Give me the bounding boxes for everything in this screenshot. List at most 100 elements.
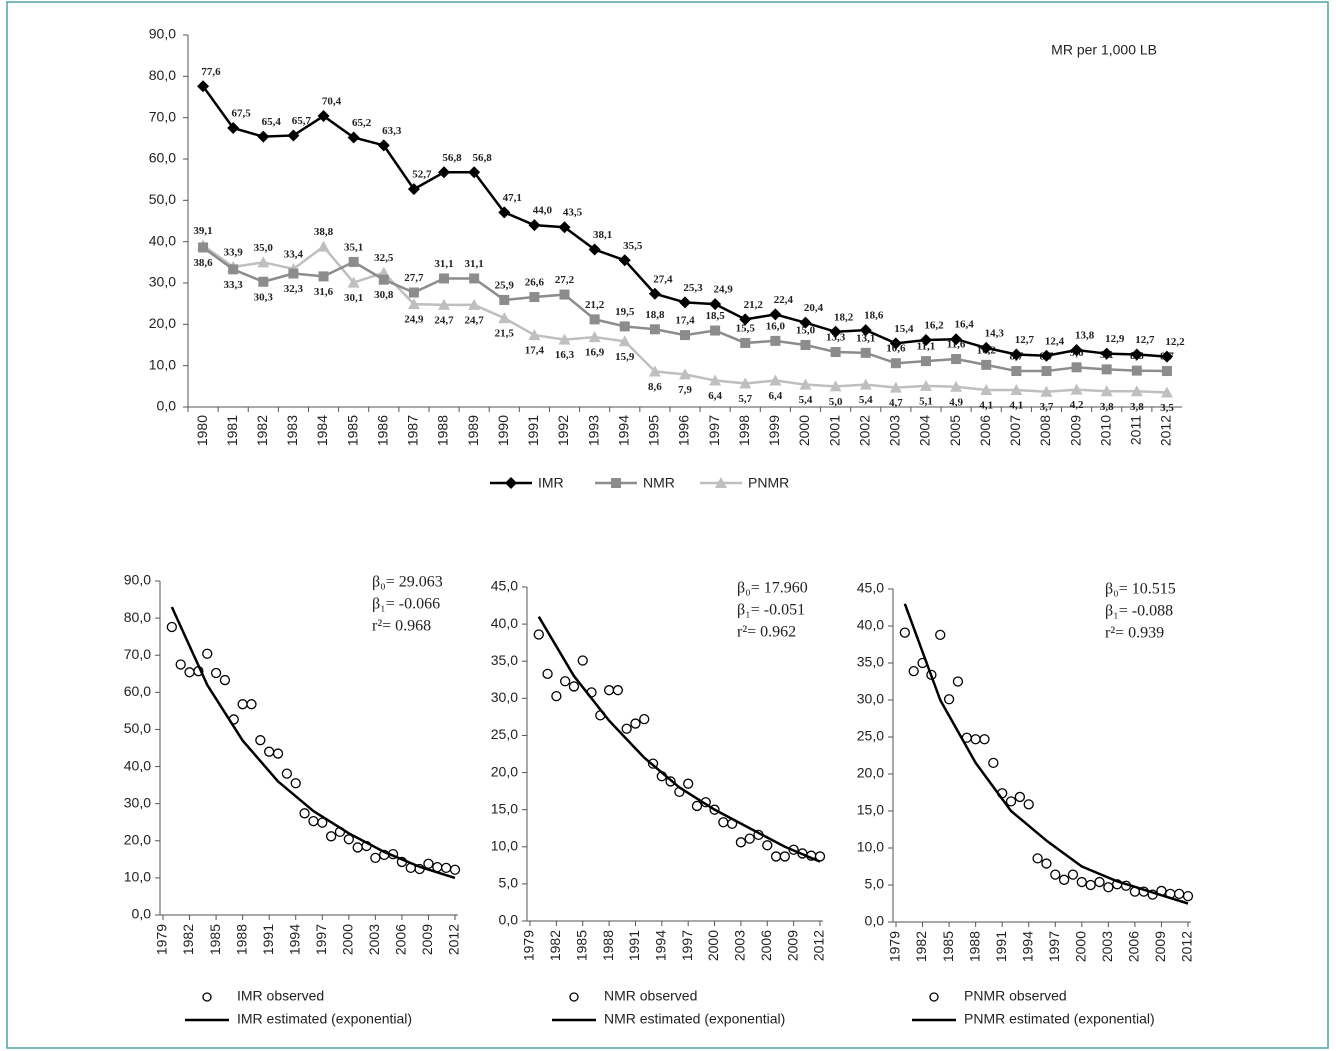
x-tick-label: 2000 (705, 930, 721, 961)
data-label: 5,4 (799, 394, 813, 406)
x-tick-label: 2006 (758, 930, 774, 961)
x-tick-label: 1988 (435, 415, 451, 446)
marker (529, 292, 540, 303)
data-label: 35,5 (623, 240, 643, 252)
x-tick-label: 2000 (1073, 931, 1089, 962)
point (551, 690, 562, 702)
data-label: 65,4 (262, 116, 282, 128)
data-label: 11,1 (917, 341, 936, 353)
marker (920, 356, 931, 367)
data-label: 21,2 (585, 299, 605, 311)
marker (981, 359, 992, 370)
x-tick-label: 1991 (993, 931, 1009, 962)
data-label: 35,0 (254, 242, 274, 254)
data-label: 16,2 (924, 320, 944, 332)
marker (505, 477, 517, 489)
data-label: 6,4 (768, 390, 782, 402)
x-tick-label: 1994 (1019, 931, 1035, 962)
legend-label: IMR observed (237, 988, 324, 1004)
marker (679, 368, 691, 380)
marker (257, 130, 270, 143)
x-tick-label: 2000 (796, 415, 812, 446)
point (166, 621, 177, 633)
marker (679, 296, 691, 309)
point (612, 685, 624, 696)
legend-marker (929, 992, 939, 1002)
marker (1160, 350, 1173, 363)
marker (1161, 366, 1172, 377)
data-label: 25,9 (495, 279, 515, 291)
point (560, 676, 571, 687)
marker (611, 478, 621, 488)
marker (950, 380, 963, 392)
marker (799, 378, 812, 390)
data-label: 27,4 (653, 273, 673, 285)
x-tick-label: 2009 (1067, 415, 1083, 446)
marker (715, 477, 727, 488)
y-tick-label: 5,0 (499, 875, 519, 891)
annotation: β₀= 17.960 (737, 580, 808, 597)
point (264, 746, 275, 757)
x-tick-label: 1997 (1046, 931, 1062, 962)
data-label: 27,7 (404, 272, 424, 284)
data-label: 16,4 (954, 319, 974, 331)
point (1014, 791, 1026, 803)
x-tick-label: 1991 (626, 930, 642, 961)
x-tick-label: 1994 (286, 924, 302, 955)
y-tick-label: 40,0 (491, 615, 518, 631)
marker (498, 312, 511, 324)
legend-label: IMR estimated (exponential) (237, 1011, 412, 1027)
marker (770, 335, 781, 346)
marker (618, 335, 631, 347)
data-label: 24,7 (465, 314, 485, 326)
y-tick-label: 60,0 (149, 150, 176, 166)
point (184, 667, 195, 678)
data-label: 26,6 (525, 277, 545, 289)
data-label: 16,3 (555, 349, 575, 361)
data-label: 32,3 (284, 283, 304, 295)
legend-label: NMR (643, 475, 675, 491)
point (542, 668, 553, 679)
marker (830, 347, 841, 358)
marker (619, 321, 630, 332)
point (718, 817, 729, 828)
marker (799, 316, 812, 329)
data-label: 35,1 (344, 241, 363, 253)
point (1058, 874, 1070, 885)
marker (558, 333, 571, 345)
x-tick-label: 2003 (1099, 931, 1115, 962)
x-tick-label: 2000 (340, 924, 356, 955)
marker (709, 298, 722, 311)
x-tick-label: 1983 (284, 415, 300, 446)
y-tick-label: 30,0 (857, 691, 884, 707)
marker (348, 256, 359, 267)
data-label: 3,7 (1040, 401, 1054, 413)
y-tick-label: 25,0 (857, 728, 884, 744)
point (1085, 879, 1096, 891)
marker (829, 325, 842, 338)
marker (1100, 347, 1113, 360)
data-label: 5,0 (829, 396, 843, 408)
data-label: 24,7 (434, 314, 454, 326)
y-tick-label: 80,0 (149, 67, 176, 83)
marker (769, 374, 782, 386)
x-tick-label: 2003 (732, 930, 748, 961)
legend-label: PNMR observed (964, 988, 1067, 1004)
data-label: 15,4 (894, 323, 914, 335)
data-label: 18,5 (705, 310, 725, 322)
legend-label: PNMR (748, 475, 789, 491)
marker (197, 80, 210, 93)
data-label: 18,6 (864, 310, 884, 322)
legend-label: NMR estimated (exponential) (604, 1011, 785, 1027)
x-tick-label: 2012 (1158, 415, 1174, 446)
x-tick-label: 2003 (366, 924, 382, 955)
fit-line (170, 606, 456, 880)
x-tick-label: 1997 (679, 930, 695, 961)
data-label: 24,9 (404, 314, 424, 326)
point (899, 627, 910, 638)
legend-marker (202, 992, 212, 1002)
point (299, 808, 310, 819)
x-tick-label: 1997 (313, 924, 329, 955)
data-label: 17,4 (675, 315, 695, 327)
data-label: 17,4 (525, 345, 545, 357)
